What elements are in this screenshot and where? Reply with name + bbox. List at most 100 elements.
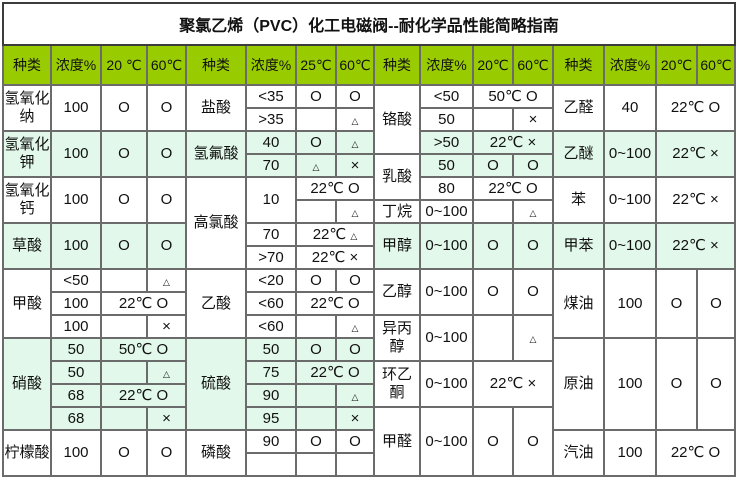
rating-cell: 22℃ × [472,360,554,408]
species-cell: 异丙醇 [373,314,421,362]
page-title: 聚氯乙烯（PVC）化工电磁阀--耐化学品性能简略指南 [2,2,736,46]
concentration-cell: 0~100 [419,314,474,362]
rating-cell: 22℃ × [655,222,736,270]
table-row: △ 丁烷 0~100 △ [3,199,735,224]
rating-cell [295,406,337,431]
rating-cell: 22℃ × [472,130,554,155]
concentration-cell: 50 [50,337,102,362]
rating-cell: △ [335,314,375,339]
species-cell: 甲醛 [373,406,421,477]
table-row: 68 × 95 × 甲醛 0~100 O O [3,406,735,477]
rating-cell: △ [512,199,554,224]
rating-cell: O [146,176,187,224]
rating-cell [295,199,337,224]
species-cell: 乙醛 [552,84,605,132]
concentration-cell: <50 [419,84,474,109]
rating-cell: O [295,84,337,109]
concentration-cell: 40 [245,130,297,155]
header-cell: 种类 [2,44,52,86]
header-cell: 浓度% [50,44,102,86]
rating-cell: △ [335,383,375,408]
rating-cell: △ [335,199,375,224]
rating-cell: O [100,84,148,132]
rating-cell: △ [146,268,187,293]
species-cell: 氢氧化纳 [2,84,52,132]
species-cell: 氢氧化钙 [2,176,52,224]
species-cell: 乳酸 [373,153,421,201]
triangle-symbol: △ [529,334,537,345]
concentration-cell: <20 [245,268,297,293]
concentration-cell: <50 [50,268,102,293]
header-cell: 浓度% [419,44,474,86]
concentration-cell [245,452,297,477]
rating-cell: 50℃ O [100,337,187,362]
rating-cell: 22℃ O [295,176,375,201]
concentration-cell: 100 [50,176,102,224]
table-row: 50 △ 75 22℃ O 环乙酮 0~100 22℃ × [3,360,735,408]
species-cell: 汽油 [552,429,605,477]
species-cell: 铬酸 [373,84,421,155]
rating-cell: × [512,107,554,132]
rating-cell: O [472,222,514,270]
table-row: 氢氧化钙 100 O O 高氯酸 10 22℃ O 80 22℃ O 苯 0~100 22℃ × [2,176,736,270]
rating-cell: 22℃ O [100,383,187,408]
species-cell: 甲醇 [373,222,421,270]
table-row: 氢氧化钾 100 O O 氢氟酸 40 O △ >50 22℃ × 乙醚 0~100 22℃ × [2,130,736,178]
species-cell: 乙醇 [373,268,421,316]
rating-cell [100,406,148,431]
species-cell: 高氯酸 [185,176,247,270]
species-cell: 甲酸 [2,268,52,339]
concentration-cell: <60 [245,291,297,316]
header-cell: 20℃ [655,44,698,86]
rating-cell: O [295,429,337,454]
concentration-cell: 0~100 [419,222,474,270]
table-row [3,452,735,477]
species-cell: 乙酸 [185,268,247,339]
concentration-cell: 100 [50,429,102,477]
rating-cell: O [295,268,337,293]
rating-cell: O [295,130,337,155]
rating-cell: O [512,268,554,316]
rating-cell: 22℃ O [295,291,375,316]
concentration-cell: 10 [245,176,297,224]
concentration-cell: 100 [50,84,102,132]
rating-cell: △ [335,107,375,132]
rating-cell: O [472,153,514,178]
rating-cell [472,314,514,362]
header-cell: 20℃ [472,44,514,86]
species-cell: 苯 [552,176,605,224]
header-cell: 60℃ [696,44,736,86]
concentration-cell: 0~100 [603,130,657,178]
rating-cell: O [335,84,375,109]
species-cell: 硫酸 [185,337,247,431]
rating-cell: O [472,268,514,316]
concentration-cell: 100 [603,337,657,431]
rating-cell [472,199,514,224]
rating-cell: 22℃ O [472,176,554,201]
concentration-cell: 95 [245,406,297,431]
rating-cell [335,452,375,477]
concentration-cell: 0~100 [419,406,474,477]
rating-cell: × [335,406,375,431]
concentration-cell: 100 [50,130,102,178]
concentration-cell: 75 [245,360,297,385]
rating-cell [295,107,337,132]
rating-cell: O [146,130,187,178]
rating-cell: O [512,222,554,270]
rating-cell: 22℃ O [100,291,187,316]
table-row: 70 △ × 乳酸 50 O O [3,153,735,201]
header-cell: 浓度% [245,44,297,86]
rating-cell [100,360,148,385]
triangle-symbol: △ [163,368,170,379]
rating-cell: 22℃ × [655,176,736,224]
species-cell: 丁烷 [373,199,421,224]
concentration-cell: 100 [50,314,102,339]
triangle-symbol: △ [351,207,359,218]
concentration-cell: 70 [245,222,297,247]
triangle-symbol: △ [351,322,359,333]
rating-cell: O [655,337,698,431]
species-cell: 乙醚 [552,130,605,178]
triangle-symbol: △ [351,115,359,126]
table-row: 68 22℃ O 90 △ [3,383,735,408]
triangle-symbol: △ [163,276,170,287]
